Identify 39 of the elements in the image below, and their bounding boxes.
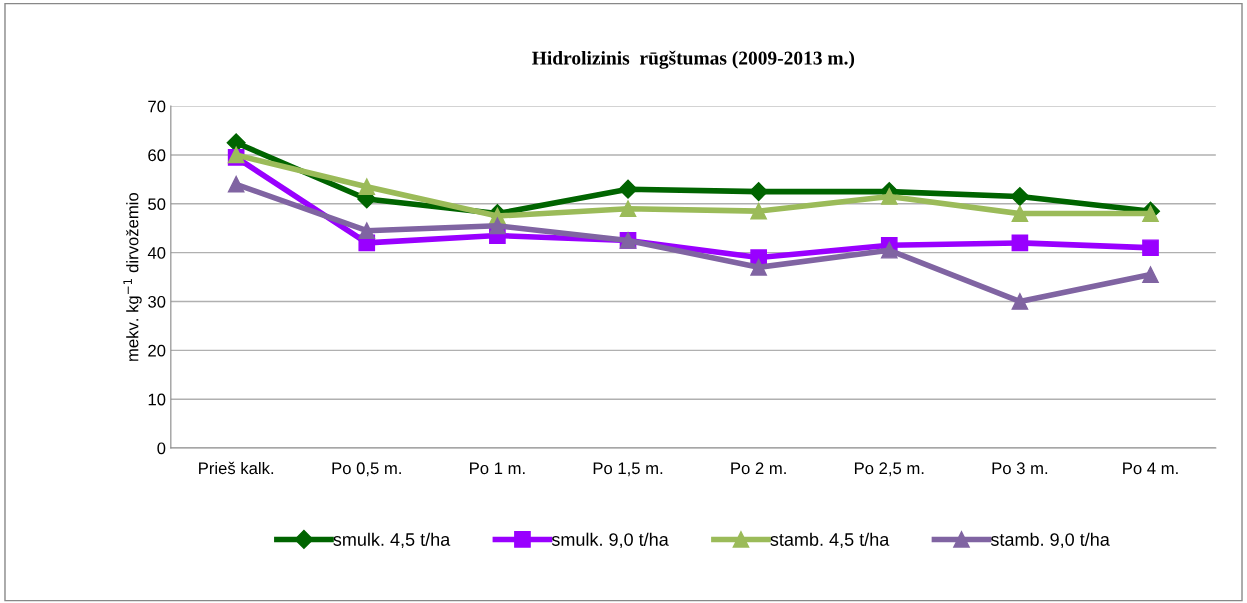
x-tick-label: Po 1,5 m. [593,462,663,477]
x-tick-label: Prieš kalk. [199,461,274,475]
point [489,217,506,235]
y-axis-title: mekv. kg$^{−1}$ dirvožemio [123,192,142,361]
y-tick-label: 50 [148,198,166,211]
point [750,258,767,276]
point [1011,293,1029,310]
legend-label: smulk. 9,0 t/ha [551,532,669,549]
point [880,241,898,259]
y-tick-label: 0 [157,442,166,455]
legend-label: smulk. 4,5 t/ha [333,532,451,549]
x-tick-label: Po 2 m. [731,462,786,475]
point [227,175,245,193]
legend-label: stamb. 4,5 t/ha [770,532,890,549]
x-tick-label: Po 3 m. [992,462,1048,475]
y-tick-label: 20 [148,344,166,357]
legend-label: stamb. 9,0 t/ha [990,532,1110,549]
point [880,188,898,205]
point [619,200,637,218]
chart-title: Hidrolizinis rūgštumas (2009-2013 m.) [532,50,855,69]
point [1142,266,1159,283]
y-tick-label: 40 [147,247,166,259]
point [618,179,638,199]
point [749,182,769,202]
point [1142,239,1159,257]
y-tick-label: 70 [148,100,166,113]
point [1010,186,1030,207]
point [358,222,376,240]
point [750,202,767,220]
y-tick-label: 60 [148,149,166,162]
x-tick-label: Po 4 m. [1123,462,1178,475]
point [1011,205,1029,222]
x-tick-label: Po 1 m. [470,462,525,475]
y-tick-label: 30 [148,295,166,308]
point [1011,234,1029,252]
point [358,178,376,196]
y-tick-label: 10 [148,393,166,406]
x-tick-label: Po 2,5 m. [854,462,924,477]
x-tick-label: Po 0,5 m. [332,462,401,477]
